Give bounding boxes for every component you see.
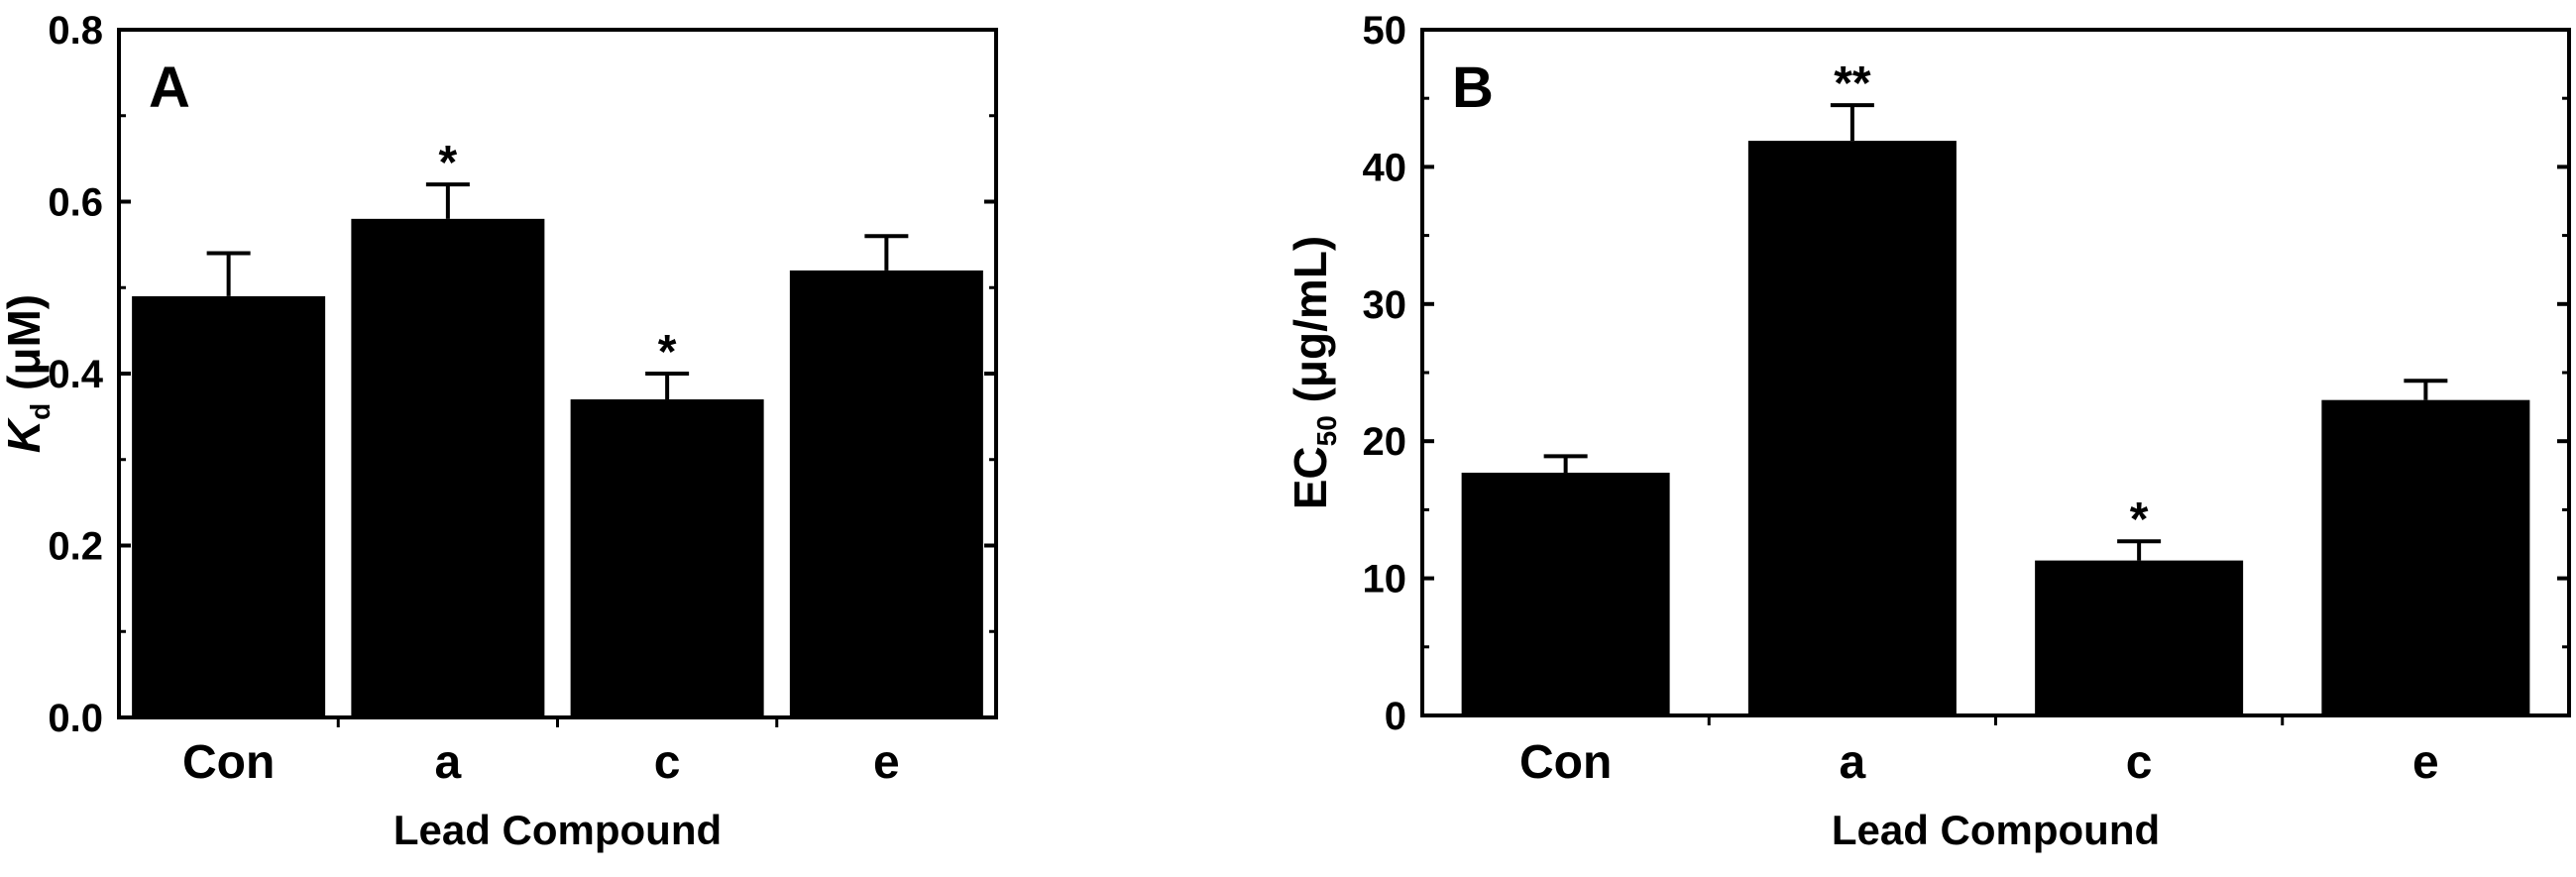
significance-marker: * (658, 326, 677, 379)
y-tick-label: 0.4 (48, 353, 103, 396)
y-axis-label-main: EC (1288, 446, 1336, 509)
y-axis-label: Kd (μM) (0, 294, 56, 453)
y-tick-label: 10 (1363, 558, 1407, 602)
y-tick-label: 0.0 (48, 697, 103, 740)
x-tick-label: a (435, 736, 462, 789)
x-tick-label: c (2126, 736, 2153, 789)
y-tick-label: 0.8 (48, 9, 103, 53)
x-tick-label: e (873, 736, 900, 789)
bar-e (789, 270, 983, 717)
chart-panel-a: 0.0 0.2 0.4 0.6 0.8 Con a * c * e A Lead Compound Kd … (0, 0, 1288, 872)
x-axis-label: Lead Compound (1832, 807, 2160, 853)
bar-c (2035, 560, 2244, 715)
y-tick-label: 0.6 (48, 181, 103, 225)
significance-marker: * (439, 137, 458, 189)
y-axis-label-sub: 50 (1311, 415, 1342, 446)
chart-panel-b: 0 10 20 30 40 50 Con a ** c * e B Lead Compound EC50 (… (1285, 0, 2576, 872)
y-tick-label: 40 (1363, 146, 1407, 189)
x-tick-label: Con (1519, 736, 1612, 789)
panel-label: A (149, 55, 190, 120)
x-tick-label: a (1840, 736, 1866, 789)
bar-e (2321, 399, 2530, 715)
significance-marker: * (2130, 493, 2149, 546)
y-tick-label: 20 (1363, 420, 1407, 464)
y-tick-label: 0.2 (48, 525, 103, 569)
x-tick-label: e (2412, 736, 2439, 789)
y-axis-label-sub: d (25, 403, 56, 420)
x-tick-label: Con (182, 736, 275, 789)
bar-a (351, 218, 545, 717)
bar-c (570, 399, 764, 717)
chart-a-svg: 0.0 0.2 0.4 0.6 0.8 Con a * c * e A Lead Compound Kd … (0, 9, 998, 853)
bar-a (1747, 141, 1957, 715)
y-tick-label: 50 (1363, 9, 1407, 53)
y-tick-label: 30 (1363, 283, 1407, 327)
bar-Con (1461, 473, 1670, 715)
y-axis-label: EC50 (μg/mL) (1288, 236, 1342, 510)
panel-label: B (1452, 55, 1494, 120)
significance-marker: ** (1834, 57, 1871, 110)
bar-Con (132, 295, 326, 717)
y-axis-label-unit: (μM) (0, 294, 50, 403)
x-tick-label: c (654, 736, 681, 789)
x-axis-label: Lead Compound (393, 807, 722, 853)
y-tick-label: 0 (1385, 695, 1406, 738)
y-axis-label-main: K (0, 417, 50, 453)
y-axis-label-unit: (μg/mL) (1288, 236, 1336, 415)
